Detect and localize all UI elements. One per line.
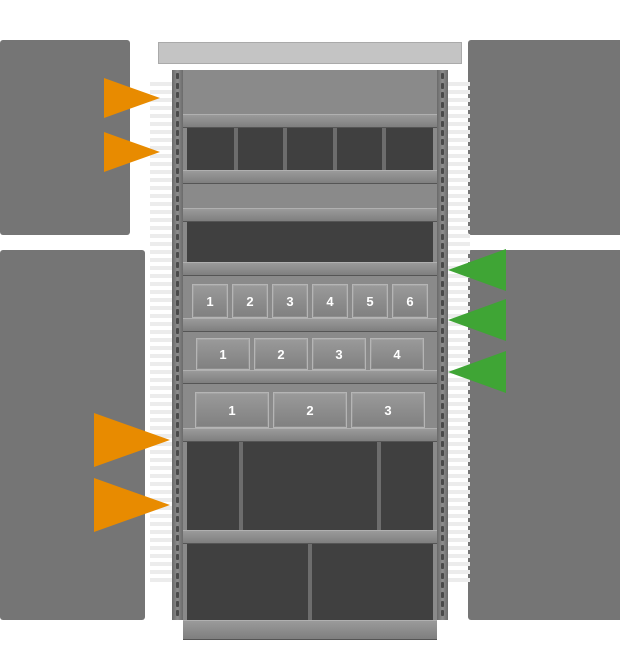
- dark-section-1: [187, 218, 433, 262]
- drawer-label: 4: [393, 347, 400, 362]
- drawer: 1: [192, 284, 228, 318]
- right-block-top: [468, 40, 620, 235]
- shelf-1: [183, 170, 437, 184]
- drawer-label: 2: [246, 294, 253, 309]
- divider: [333, 128, 337, 170]
- drawer-row-6: 1 2 3 4 5 6: [183, 284, 437, 318]
- shelf-5: [183, 370, 437, 384]
- drawer-label: 3: [335, 347, 342, 362]
- drawer: 2: [273, 392, 347, 428]
- shelf-0: [183, 114, 437, 128]
- dark-section-2: [187, 442, 433, 530]
- drawer-label: 1: [219, 347, 226, 362]
- drawer: 3: [351, 392, 425, 428]
- drawer-label: 3: [384, 403, 391, 418]
- drawer-label: 6: [406, 294, 413, 309]
- divider: [234, 128, 238, 170]
- divider: [377, 442, 381, 530]
- drawer-row-3: 1 2 3: [183, 392, 437, 428]
- shelf-6: [183, 428, 437, 442]
- shelving-unit: 1 2 3 4 5 6 1 2 3 4 1 2 3: [172, 40, 448, 620]
- shelf-7: [183, 530, 437, 544]
- divider: [308, 542, 312, 620]
- green-arrow: [448, 299, 506, 341]
- drawer: 1: [195, 392, 269, 428]
- drawer-label: 5: [366, 294, 373, 309]
- dark-section-0: [187, 128, 433, 170]
- left-post: [172, 70, 183, 620]
- drawer: 3: [272, 284, 308, 318]
- divider: [283, 128, 287, 170]
- shelf-4: [183, 318, 437, 332]
- orange-arrow: [104, 132, 160, 172]
- drawer: 5: [352, 284, 388, 318]
- divider: [382, 128, 386, 170]
- orange-arrow: [94, 478, 170, 532]
- drawer: 6: [392, 284, 428, 318]
- shelf-2: [183, 208, 437, 222]
- right-post: [437, 70, 448, 620]
- drawer: 4: [370, 338, 424, 370]
- green-arrow: [448, 249, 506, 291]
- drawer-label: 4: [326, 294, 333, 309]
- drawer-row-4: 1 2 3 4: [183, 338, 437, 370]
- drawer: 2: [232, 284, 268, 318]
- drawer-label: 3: [286, 294, 293, 309]
- divider: [239, 442, 243, 530]
- drawer: 2: [254, 338, 308, 370]
- drawer: 1: [196, 338, 250, 370]
- green-arrow: [448, 351, 506, 393]
- drawer: 4: [312, 284, 348, 318]
- drawer-label: 2: [277, 347, 284, 362]
- drawer-label: 2: [306, 403, 313, 418]
- orange-arrow: [104, 78, 160, 118]
- drawer: 3: [312, 338, 366, 370]
- orange-arrow: [94, 413, 170, 467]
- drawer-label: 1: [206, 294, 213, 309]
- shelf-3: [183, 262, 437, 276]
- drawer-label: 1: [228, 403, 235, 418]
- shelf-8: [183, 620, 437, 640]
